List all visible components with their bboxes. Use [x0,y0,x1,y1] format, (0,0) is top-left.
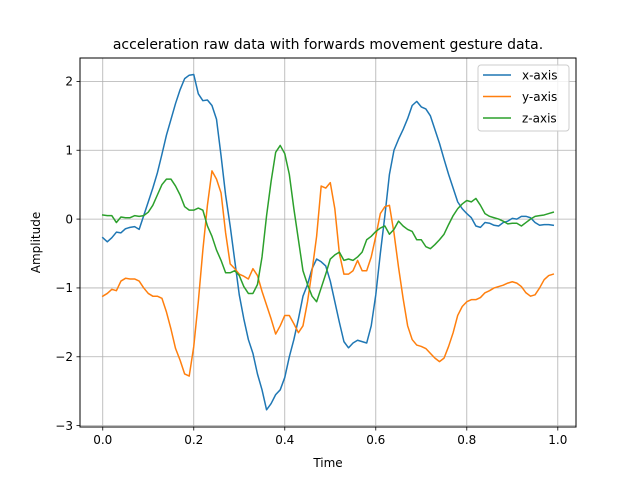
legend-label-x-axis: x-axis [522,68,557,82]
x-axis-label: Time [312,456,342,470]
plot-frame [79,57,577,428]
y-tick-label: 2 [65,75,73,89]
y-tick-label: −1 [55,281,73,295]
legend-box [477,64,570,132]
y-tick-label: 1 [65,144,73,158]
y-tick-label: −2 [55,350,73,364]
y-axis-label: Amplitude [29,212,43,274]
x-tick-label: 0.4 [275,433,294,447]
x-tick-label: 0.6 [366,433,385,447]
y-tick-label: −3 [55,419,73,433]
x-tick-label: 0.0 [93,433,112,447]
y-tick-label: 0 [65,212,73,226]
plot-series [101,73,555,411]
series-line-y-axis [101,170,555,377]
x-tick-label: 1.0 [548,433,567,447]
grid-lines [80,58,576,427]
axis-ticks: 0.0 0.2 0.4 0.6 0.8 1.0 −3 −2 −1 0 1 2 [55,75,567,447]
legend-label-z-axis: z-axis [522,111,557,125]
x-tick-label: 0.2 [184,433,203,447]
legend-label-y-axis: y-axis [522,90,557,104]
legend: x-axis y-axis z-axis [477,64,570,132]
x-tick-label: 0.8 [457,433,476,447]
series-line-x-axis [101,73,555,411]
chart-title: acceleration raw data with forwards move… [113,37,543,53]
series-line-z-axis [101,144,555,303]
